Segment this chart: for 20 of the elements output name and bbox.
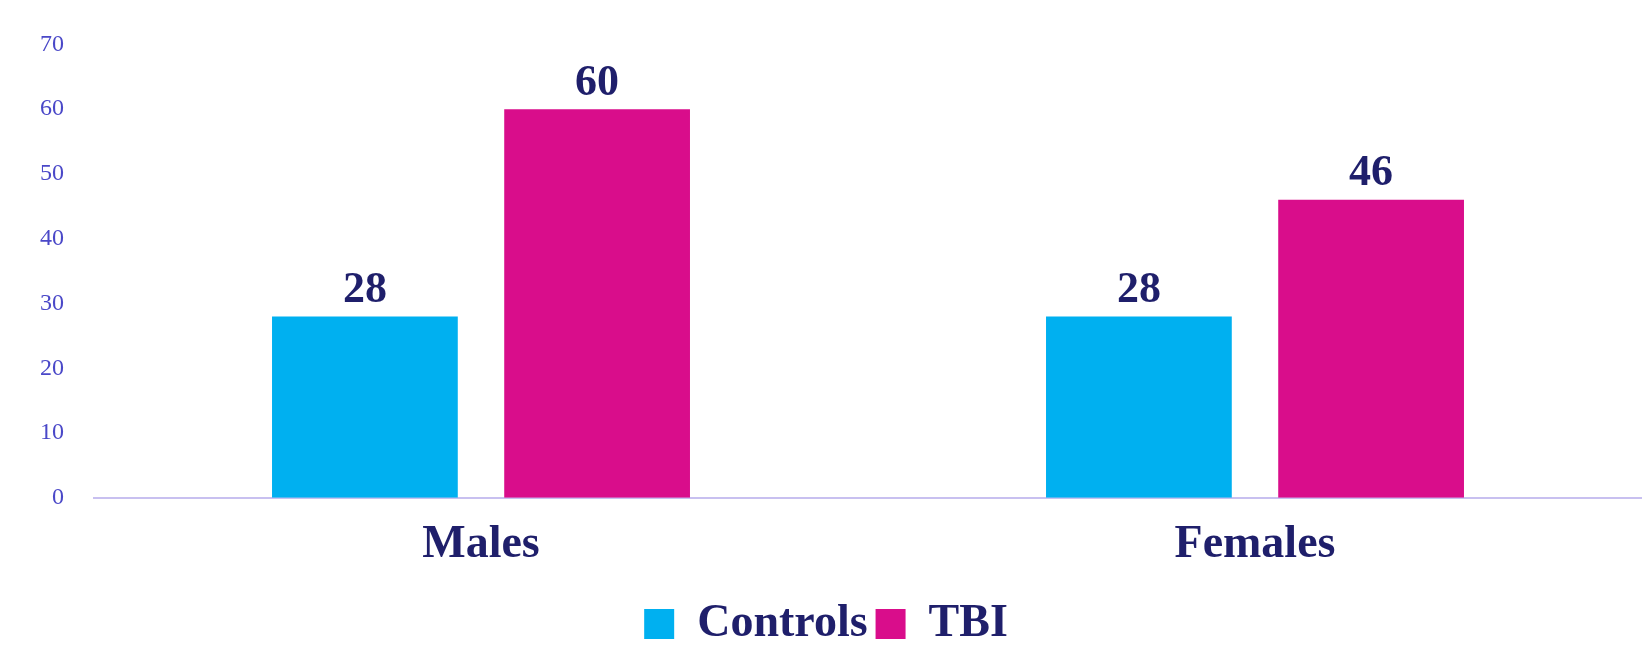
data-label: 60 xyxy=(575,55,620,105)
y-tick-label: 60 xyxy=(40,94,64,121)
data-label: 28 xyxy=(1116,262,1161,312)
legend-label: TBI xyxy=(928,594,1008,646)
data-label: 46 xyxy=(1349,146,1394,196)
data-label: 28 xyxy=(342,262,387,312)
y-tick-label: 30 xyxy=(40,288,64,315)
bar xyxy=(504,109,690,498)
x-tick-label: Females xyxy=(1174,516,1336,568)
x-tick-label: Males xyxy=(422,516,540,568)
bar xyxy=(1046,316,1232,498)
y-tick-label: 10 xyxy=(40,418,64,445)
y-tick-label: 50 xyxy=(40,159,64,186)
y-tick-label: 70 xyxy=(40,29,64,56)
y-tick-label: 20 xyxy=(40,353,64,380)
y-tick-label: 40 xyxy=(40,224,64,251)
legend-label: Controls xyxy=(697,594,868,646)
y-tick-label: 0 xyxy=(52,483,64,510)
bar xyxy=(1278,199,1464,498)
bar xyxy=(272,316,458,498)
